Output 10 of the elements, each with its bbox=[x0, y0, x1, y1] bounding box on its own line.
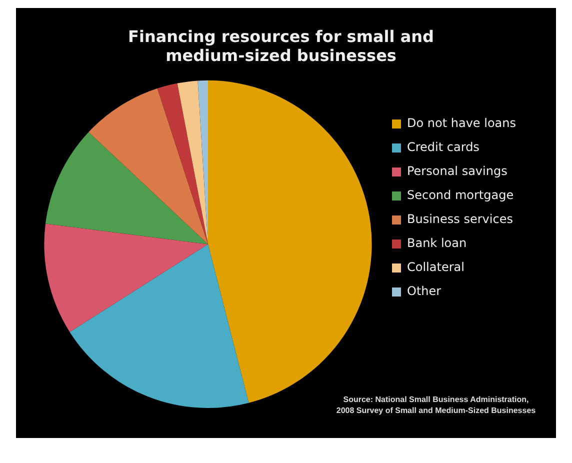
legend-label: Personal savings bbox=[406, 164, 508, 178]
legend-label: Other bbox=[406, 284, 442, 298]
legend-label: Do not have loans bbox=[406, 116, 516, 130]
chart-title: Financing resources for small and medium-sized businesses bbox=[128, 26, 434, 65]
legend-label: Second mortgage bbox=[406, 188, 514, 202]
legend-label: Bank loan bbox=[406, 236, 467, 250]
legend-label: Collateral bbox=[406, 260, 464, 274]
legend-label: Credit cards bbox=[406, 140, 480, 154]
legend-label: Business services bbox=[406, 212, 513, 226]
source-note: Source: National Small Business Administration, 2008 Survey of Small and Medium-Sized Businesses bbox=[336, 395, 536, 415]
